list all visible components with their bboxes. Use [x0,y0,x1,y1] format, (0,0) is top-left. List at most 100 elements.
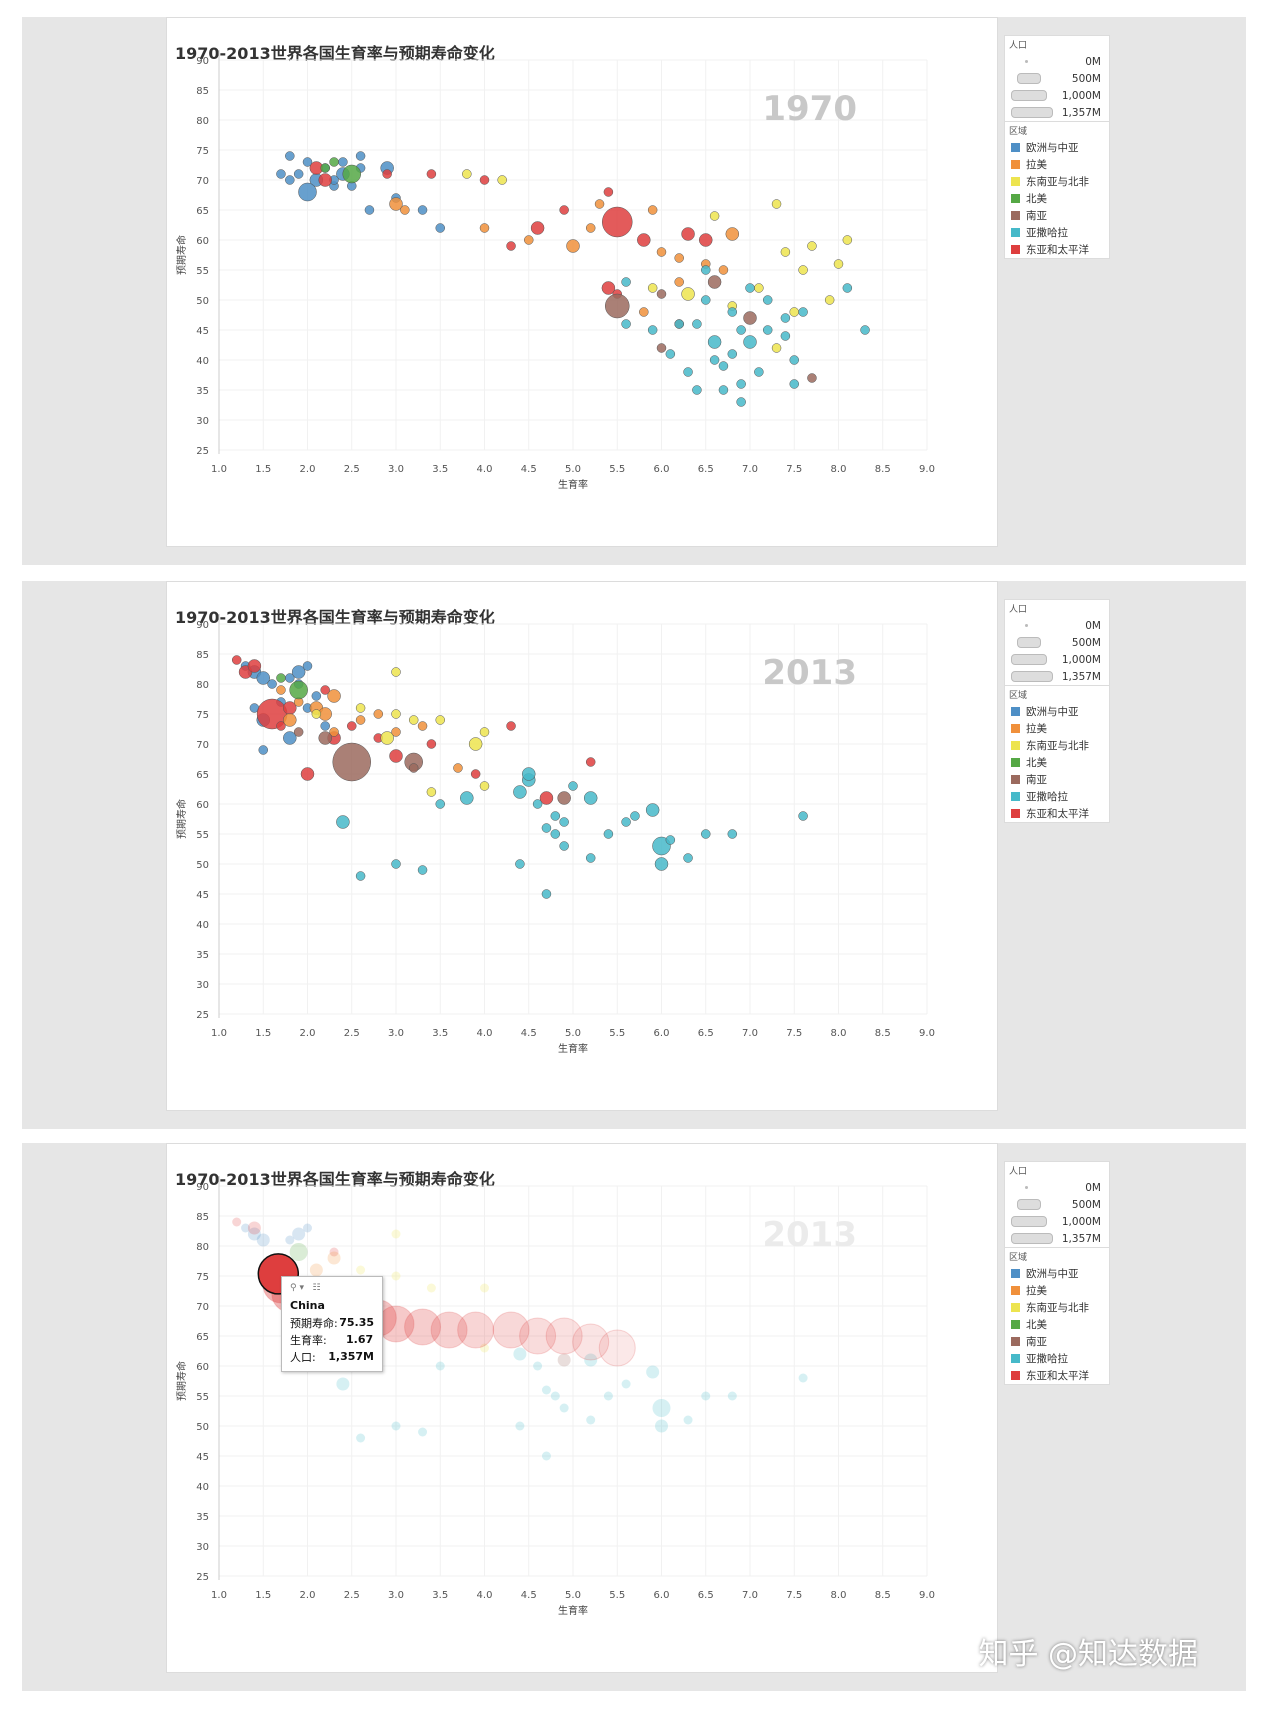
y-tick-label: 55 [196,266,209,277]
legend-swatch [1011,758,1020,767]
data-point [780,247,791,257]
x-tick-label: 7.0 [742,1590,758,1601]
data-point [860,325,870,335]
size-label-2: 1,000M [1061,89,1101,102]
data-point [479,175,490,185]
x-tick-label: 7.0 [742,1028,758,1039]
data-point [506,721,516,731]
legend-item[interactable]: 南亚 [1005,771,1109,788]
legend-item[interactable]: 东南亚与北非 [1005,737,1109,754]
data-point [807,241,817,251]
data-point [646,1365,660,1379]
data-point [603,829,614,839]
data-point [550,811,561,821]
data-point [743,311,757,325]
x-tick-label: 8.0 [831,1590,847,1601]
legend-item[interactable]: 拉美 [1005,156,1109,173]
data-point [701,265,711,275]
legend-item[interactable]: 东亚和太平洋 [1005,805,1109,822]
legend-item[interactable]: 欧洲与中亚 [1005,139,1109,156]
legend-item[interactable]: 北美 [1005,1316,1109,1333]
legend-item[interactable]: 拉美 [1005,1282,1109,1299]
data-point [329,727,339,737]
data-point [647,283,658,293]
legend-item[interactable]: 北美 [1005,190,1109,207]
data-point [300,767,315,781]
trail-point [545,1317,583,1355]
legend-item[interactable]: 南亚 [1005,1333,1109,1350]
data-point [585,223,596,233]
legend-item[interactable]: 亚撒哈拉 [1005,788,1109,805]
data-point [603,187,614,197]
data-point [533,1361,543,1371]
legend-item[interactable]: 欧洲与中亚 [1005,703,1109,720]
legend-swatch [1011,211,1020,220]
data-point [639,307,649,317]
legend-swatch [1011,1303,1020,1312]
data-point [232,1217,242,1227]
data-point [762,325,773,335]
data-point [364,205,375,215]
legend-item[interactable]: 亚撒哈拉 [1005,1350,1109,1367]
y-tick-label: 50 [196,296,209,307]
data-point [453,763,463,773]
x-tick-label: 1.0 [211,464,227,475]
legend-item[interactable]: 欧洲与中亚 [1005,1265,1109,1282]
data-point [789,307,799,317]
legend-label: 北美 [1026,757,1047,769]
x-tick-label: 2.5 [344,1590,360,1601]
legend-item[interactable]: 东亚和太平洋 [1005,241,1109,258]
legend-label: 北美 [1026,1319,1047,1331]
legend-item[interactable]: 南亚 [1005,207,1109,224]
y-tick-label: 35 [196,386,209,397]
y-tick-label: 45 [196,1452,209,1463]
x-tick-label: 8.0 [831,1028,847,1039]
legend-swatch [1011,1354,1020,1363]
data-point [762,295,773,305]
data-point [515,859,525,869]
legend-item[interactable]: 东南亚与北非 [1005,1299,1109,1316]
scatter-plot-2013-highlight[interactable]: 25 30 35 40 45 50 55 60 65 70 75 80 85 90 1.0 1.5 2.0 2.5… [167,1144,997,1672]
size-label-0: 0M [1085,619,1101,632]
data-point [736,379,746,389]
legend-item[interactable]: 北美 [1005,754,1109,771]
x-tick-label: 1.5 [255,464,271,475]
data-point [302,157,313,167]
tooltip-value: 1,357M [328,1350,374,1363]
data-point [373,709,384,719]
data-point [479,727,490,737]
scatter-plot-1970[interactable]: 25 30 35 40 45 50 55 60 65 70 75 80 85 90 1.0 1.5 2.0 2.5… [167,18,997,546]
legend-region-title: 区域 [1009,1253,1028,1263]
year-label: 2013 [762,1215,857,1255]
y-tick-label: 75 [196,146,209,157]
trail-point [598,1329,636,1367]
legend-item[interactable]: 东亚和太平洋 [1005,1367,1109,1384]
data-point [276,169,286,179]
legend-item[interactable]: 东南亚与北非 [1005,173,1109,190]
data-point [709,355,720,365]
data-point [727,349,738,359]
legend-item[interactable]: 亚撒哈拉 [1005,224,1109,241]
tooltip-country: China [290,1299,325,1312]
data-point [435,1361,445,1371]
scatter-plot-2013[interactable]: 25 30 35 40 45 50 55 60 65 70 75 80 85 90 1.0 1.5 2.0 2.5… [167,582,997,1110]
x-tick-label: 4.0 [477,464,493,475]
data-point [621,277,631,287]
y-tick-label: 65 [196,1332,209,1343]
data-point [355,151,366,161]
tooltip-toolbar[interactable]: ⚲ ▾ ☷ [290,1283,321,1293]
data-point [701,829,711,839]
legend-label: 拉美 [1026,723,1047,735]
data-point [318,731,332,745]
data-point [355,871,366,881]
data-point [798,307,808,317]
y-axis-title: 预期寿命 [175,235,188,275]
x-tick-label: 1.0 [211,1028,227,1039]
x-tick-label: 9.0 [919,464,935,475]
legend-label: 亚撒哈拉 [1026,227,1068,239]
x-tick-label: 3.5 [432,1590,448,1601]
data-point [258,745,268,755]
data-point [681,227,695,241]
data-point [435,799,445,809]
legend-item[interactable]: 拉美 [1005,720,1109,737]
